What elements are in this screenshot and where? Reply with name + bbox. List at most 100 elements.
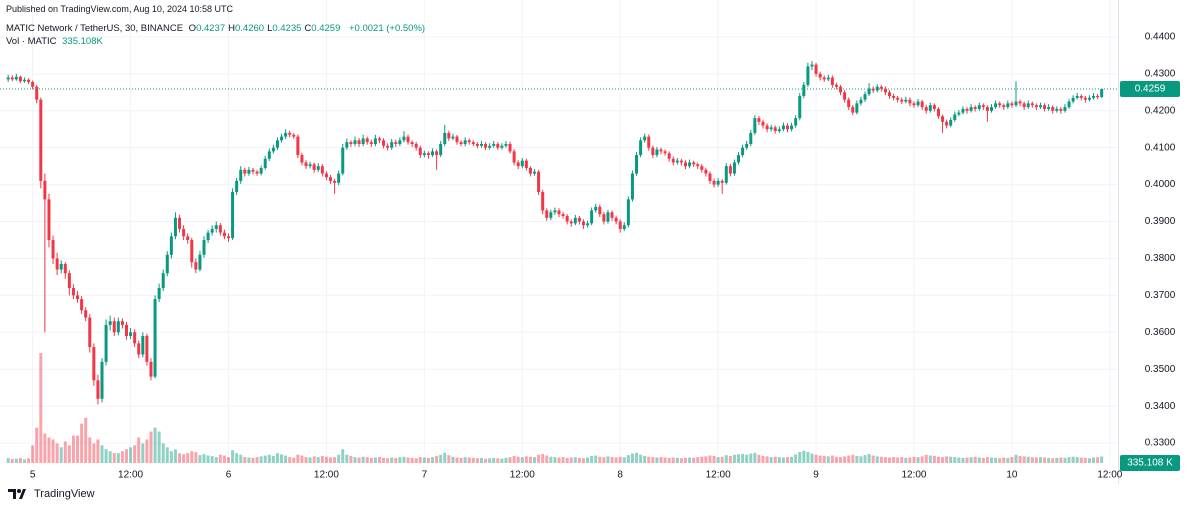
volume-bar bbox=[39, 353, 43, 463]
candle-body bbox=[981, 105, 985, 108]
volume-bar bbox=[651, 457, 655, 463]
candle-body bbox=[810, 64, 814, 67]
volume-bar bbox=[357, 457, 361, 463]
volume-bar bbox=[565, 457, 569, 463]
volume-bar bbox=[708, 455, 712, 463]
candle-body bbox=[798, 95, 802, 119]
volume-bar bbox=[255, 457, 259, 463]
candle-body bbox=[63, 263, 67, 274]
volume-bar bbox=[1002, 457, 1006, 463]
candle-body bbox=[618, 221, 622, 229]
volume-bar bbox=[247, 457, 251, 463]
volume-bar bbox=[639, 454, 643, 463]
volume-bar bbox=[1067, 457, 1071, 463]
candle-body bbox=[757, 118, 761, 122]
candle-body bbox=[255, 171, 259, 174]
volume-bar bbox=[27, 458, 31, 463]
volume-bar bbox=[18, 457, 22, 463]
candle-body bbox=[581, 221, 585, 226]
candle-body bbox=[173, 217, 177, 237]
candle-body bbox=[267, 151, 271, 159]
candle-body bbox=[1067, 101, 1071, 108]
candle-body bbox=[504, 143, 508, 146]
candle-body bbox=[447, 132, 451, 139]
volume-bar bbox=[304, 457, 308, 463]
volume-bar bbox=[647, 456, 651, 463]
chart: 0.4400 0.4300 0.4200 0.4100 0.4000 0.3900 0.38… bbox=[0, 0, 1180, 484]
candle-body bbox=[1051, 107, 1055, 111]
candle-body bbox=[414, 143, 418, 148]
volume-bar bbox=[129, 447, 133, 463]
volume-bar bbox=[798, 452, 802, 463]
volume-bar bbox=[863, 455, 867, 463]
volume-bar bbox=[133, 445, 137, 463]
x-tick-label: 5 bbox=[30, 470, 36, 481]
candle-body bbox=[271, 147, 275, 152]
volume-bar bbox=[977, 457, 981, 463]
candle-body bbox=[398, 140, 402, 144]
candle-body bbox=[288, 132, 292, 135]
volume-bar bbox=[553, 457, 557, 463]
volume-bar bbox=[243, 457, 247, 463]
candle-body bbox=[533, 171, 537, 174]
volume-bar bbox=[622, 457, 626, 463]
candle-body bbox=[928, 105, 932, 111]
volume-bar bbox=[822, 455, 826, 463]
x-tick-label: 12:00 bbox=[1097, 470, 1122, 481]
volume-bar bbox=[941, 457, 945, 463]
volume-bar bbox=[263, 455, 267, 463]
volume-bar bbox=[84, 417, 88, 463]
volume-bar bbox=[308, 457, 312, 463]
candle-body bbox=[1055, 108, 1059, 111]
candle-body bbox=[300, 155, 304, 163]
volume-bar bbox=[867, 453, 871, 463]
candle-body bbox=[994, 103, 998, 108]
volume-bar bbox=[1047, 457, 1051, 463]
volume-bar bbox=[333, 457, 337, 463]
volume-bar bbox=[479, 457, 483, 463]
candle-body bbox=[124, 324, 128, 336]
volume-bar bbox=[957, 457, 961, 463]
candle-body bbox=[1030, 103, 1034, 106]
volume-bar bbox=[790, 456, 794, 463]
candle-body bbox=[59, 263, 63, 270]
volume-bar bbox=[606, 456, 610, 463]
candle-body bbox=[251, 169, 255, 172]
volume-bar bbox=[488, 458, 492, 463]
candle-body bbox=[590, 210, 594, 224]
x-tick-label: 12:00 bbox=[510, 470, 535, 481]
volume-bar bbox=[120, 451, 124, 463]
volume-bar bbox=[561, 457, 565, 463]
volume-bar bbox=[745, 454, 749, 463]
volume-bar bbox=[753, 452, 757, 463]
volume-bar bbox=[847, 455, 851, 463]
candle-body bbox=[382, 140, 386, 146]
candle-body bbox=[182, 228, 186, 237]
candle-body bbox=[802, 84, 806, 96]
candle-body bbox=[275, 140, 279, 148]
volume-bar bbox=[777, 457, 781, 463]
volume-bar bbox=[663, 457, 667, 463]
volume-bar bbox=[610, 457, 614, 463]
volume-bar bbox=[614, 457, 618, 463]
candle-body bbox=[1047, 107, 1051, 109]
volume-bar bbox=[912, 456, 916, 463]
volume-bar bbox=[924, 454, 928, 463]
volume-bar bbox=[590, 455, 594, 463]
candle-body bbox=[492, 143, 496, 146]
candle-body bbox=[614, 217, 618, 222]
candle-body bbox=[932, 105, 936, 109]
candle-body bbox=[720, 180, 724, 183]
volume-bar bbox=[300, 455, 304, 463]
candle-body bbox=[516, 162, 520, 167]
volume-bar bbox=[643, 455, 647, 463]
candle-body bbox=[692, 162, 696, 165]
candle-body bbox=[1096, 95, 1100, 98]
volume-bar bbox=[390, 457, 394, 463]
candle-body bbox=[259, 167, 263, 174]
candle-body bbox=[781, 125, 785, 130]
volume-bar bbox=[908, 457, 912, 463]
candle-body bbox=[528, 167, 532, 174]
candle-body bbox=[663, 151, 667, 154]
candle-body bbox=[1014, 101, 1018, 106]
